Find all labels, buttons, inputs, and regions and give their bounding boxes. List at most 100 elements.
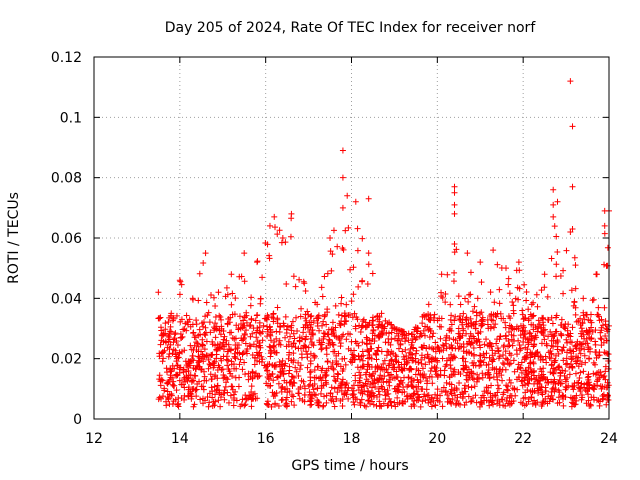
- data-point: [560, 290, 567, 297]
- data-point: [503, 382, 510, 389]
- data-point: [523, 367, 530, 374]
- data-point: [236, 361, 243, 368]
- data-point: [577, 357, 584, 364]
- axis-layer: 12 14 16 18 20 22 24 0 0.02 0.04 0.06 0.08 0.1 0.12: [51, 50, 618, 447]
- data-point: [211, 383, 218, 390]
- data-point: [555, 387, 562, 394]
- data-point: [444, 271, 451, 278]
- data-point: [504, 356, 511, 363]
- data-point: [466, 291, 473, 298]
- data-point: [550, 213, 557, 220]
- data-point: [501, 361, 508, 368]
- data-point: [588, 335, 595, 342]
- data-point: [521, 402, 528, 409]
- data-point: [206, 399, 213, 406]
- data-point: [380, 361, 387, 368]
- data-point: [451, 249, 458, 256]
- data-point: [560, 344, 567, 351]
- data-point: [425, 326, 432, 333]
- data-point: [410, 384, 417, 391]
- data-point: [384, 320, 391, 327]
- data-point: [185, 375, 192, 382]
- data-point: [465, 383, 472, 390]
- data-point: [314, 363, 321, 370]
- data-point: [412, 350, 419, 357]
- data-point: [490, 324, 497, 331]
- data-point: [210, 398, 217, 405]
- data-point: [421, 371, 428, 378]
- data-point: [547, 348, 554, 355]
- data-point: [233, 397, 240, 404]
- data-point: [478, 394, 485, 401]
- data-point: [577, 322, 584, 329]
- data-point: [426, 359, 433, 366]
- data-point: [444, 392, 451, 399]
- data-point: [373, 356, 380, 363]
- data-point: [191, 334, 198, 341]
- data-point: [359, 323, 366, 330]
- data-point: [486, 354, 493, 361]
- data-point: [510, 302, 517, 309]
- data-point: [600, 374, 607, 381]
- data-point: [325, 331, 332, 338]
- data-point: [267, 347, 274, 354]
- data-point: [520, 316, 527, 323]
- data-point: [569, 324, 576, 331]
- data-point: [216, 312, 223, 319]
- data-point: [164, 380, 171, 387]
- data-point: [363, 340, 370, 347]
- data-point: [366, 363, 373, 370]
- data-point: [264, 326, 271, 333]
- data-point: [311, 374, 318, 381]
- data-point: [232, 354, 239, 361]
- data-point: [410, 401, 417, 408]
- data-point: [572, 370, 579, 377]
- data-point: [440, 347, 447, 354]
- data-point: [258, 353, 265, 360]
- data-point: [241, 250, 248, 257]
- data-point: [287, 333, 294, 340]
- data-point: [337, 322, 344, 329]
- data-point: [552, 386, 559, 393]
- data-point: [542, 353, 549, 360]
- data-point: [290, 273, 297, 280]
- data-point: [366, 352, 373, 359]
- data-point: [276, 329, 283, 336]
- data-point: [428, 365, 435, 372]
- data-point: [180, 366, 187, 373]
- data-point: [214, 382, 221, 389]
- data-point: [518, 369, 525, 376]
- data-point: [354, 247, 361, 254]
- data-point: [230, 402, 237, 409]
- data-point: [473, 309, 480, 316]
- data-point: [462, 358, 469, 365]
- data-point: [550, 186, 557, 193]
- data-point: [212, 320, 219, 327]
- data-point: [542, 388, 549, 395]
- data-point: [418, 360, 425, 367]
- data-point: [381, 325, 388, 332]
- data-point: [496, 300, 503, 307]
- data-point: [462, 295, 469, 302]
- data-point: [236, 313, 243, 320]
- data-point: [578, 380, 585, 387]
- data-point: [419, 365, 426, 372]
- data-point: [310, 317, 317, 324]
- data-point: [306, 389, 313, 396]
- plot-frame: [93, 56, 610, 420]
- data-point: [506, 322, 513, 329]
- data-point: [242, 392, 249, 399]
- data-point: [237, 356, 244, 363]
- data-point: [174, 372, 181, 379]
- data-point: [212, 302, 219, 309]
- data-point: [165, 319, 172, 326]
- data-point: [576, 385, 583, 392]
- data-point: [246, 342, 253, 349]
- data-point: [301, 391, 308, 398]
- data-point: [227, 392, 234, 399]
- data-point: [594, 369, 601, 376]
- data-point: [514, 351, 521, 358]
- data-point: [395, 337, 402, 344]
- data-point: [273, 328, 280, 335]
- data-point: [378, 310, 385, 317]
